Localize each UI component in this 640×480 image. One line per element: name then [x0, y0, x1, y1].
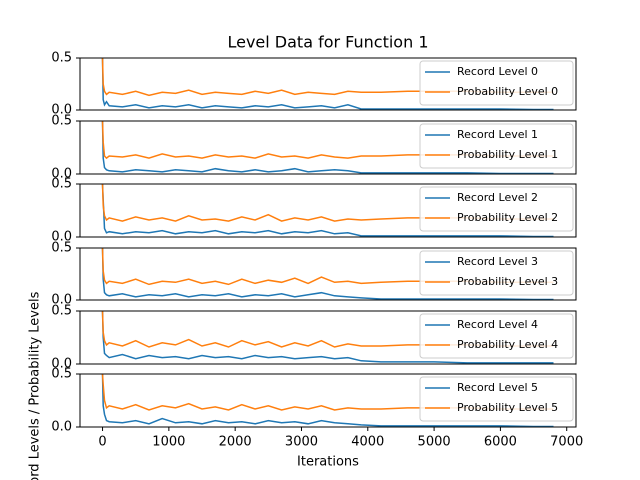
y-tick-label: 0.0 — [51, 230, 72, 245]
data-line — [101, 311, 554, 364]
legend-box — [419, 186, 574, 232]
legend-label: Probability Level 4 — [457, 338, 558, 351]
legend-label: Record Level 1 — [457, 128, 538, 141]
x-tick-label: 1000 — [152, 435, 185, 450]
x-tick-label: 0 — [98, 435, 106, 450]
legend-label: Probability Level 3 — [457, 275, 558, 288]
chart-title: Level Data for Function 1 — [227, 33, 428, 52]
data-line — [101, 248, 554, 300]
legend-label: Record Level 0 — [457, 65, 538, 78]
y-tick-label: 0.0 — [51, 357, 72, 372]
axes-frame — [79, 57, 577, 111]
legend-box — [419, 376, 574, 422]
x-tick-label: 3000 — [285, 435, 318, 450]
y-tick-label: 0.5 — [51, 177, 72, 192]
y-tick-label: 0.0 — [51, 103, 72, 118]
y-tick-label: 0.0 — [51, 420, 72, 435]
data-line — [101, 311, 554, 348]
legend-label: Probability Level 5 — [457, 401, 558, 414]
x-axis-label: Iterations — [297, 455, 359, 470]
axes-frame — [79, 310, 577, 365]
x-tick-label: 5000 — [418, 435, 451, 450]
legend-label: Record Level 4 — [457, 318, 538, 331]
data-line — [101, 58, 554, 97]
legend-label: Probability Level 0 — [457, 85, 558, 98]
data-line — [101, 184, 554, 222]
legend-box — [419, 123, 574, 169]
axes-frame — [79, 373, 577, 428]
x-tick-label: 7000 — [550, 435, 583, 450]
axes-frame — [79, 183, 577, 238]
legend-label: Record Level 5 — [457, 381, 538, 394]
data-line — [101, 58, 554, 110]
y-tick-label: 0.5 — [51, 241, 72, 256]
y-tick-label: 0.0 — [51, 167, 72, 182]
data-line — [101, 121, 554, 174]
legend-label: Probability Level 1 — [457, 148, 558, 161]
y-tick-label: 0.0 — [51, 293, 72, 308]
y-tick-label: 0.5 — [51, 114, 72, 129]
y-tick-label: 0.5 — [51, 367, 72, 382]
axes-frame — [79, 120, 577, 175]
legend-label: Probability Level 2 — [457, 211, 558, 224]
y-tick-label: 0.5 — [51, 51, 72, 66]
legend-label: Record Level 3 — [457, 255, 538, 268]
data-line — [101, 248, 554, 286]
x-tick-label: 4000 — [351, 435, 384, 450]
legend-box — [419, 313, 574, 359]
y-axis-label: Record Levels / Probability Levels — [28, 291, 43, 480]
y-tick-label: 0.5 — [51, 304, 72, 319]
data-line — [101, 184, 554, 237]
legend-box — [419, 250, 574, 296]
x-tick-label: 6000 — [484, 435, 517, 450]
axes-frame — [79, 247, 577, 301]
data-line — [101, 374, 554, 427]
data-line — [101, 121, 554, 160]
legend-box — [419, 60, 574, 106]
data-line — [101, 374, 554, 411]
x-tick-label: 2000 — [219, 435, 252, 450]
legend-label: Record Level 2 — [457, 191, 538, 204]
